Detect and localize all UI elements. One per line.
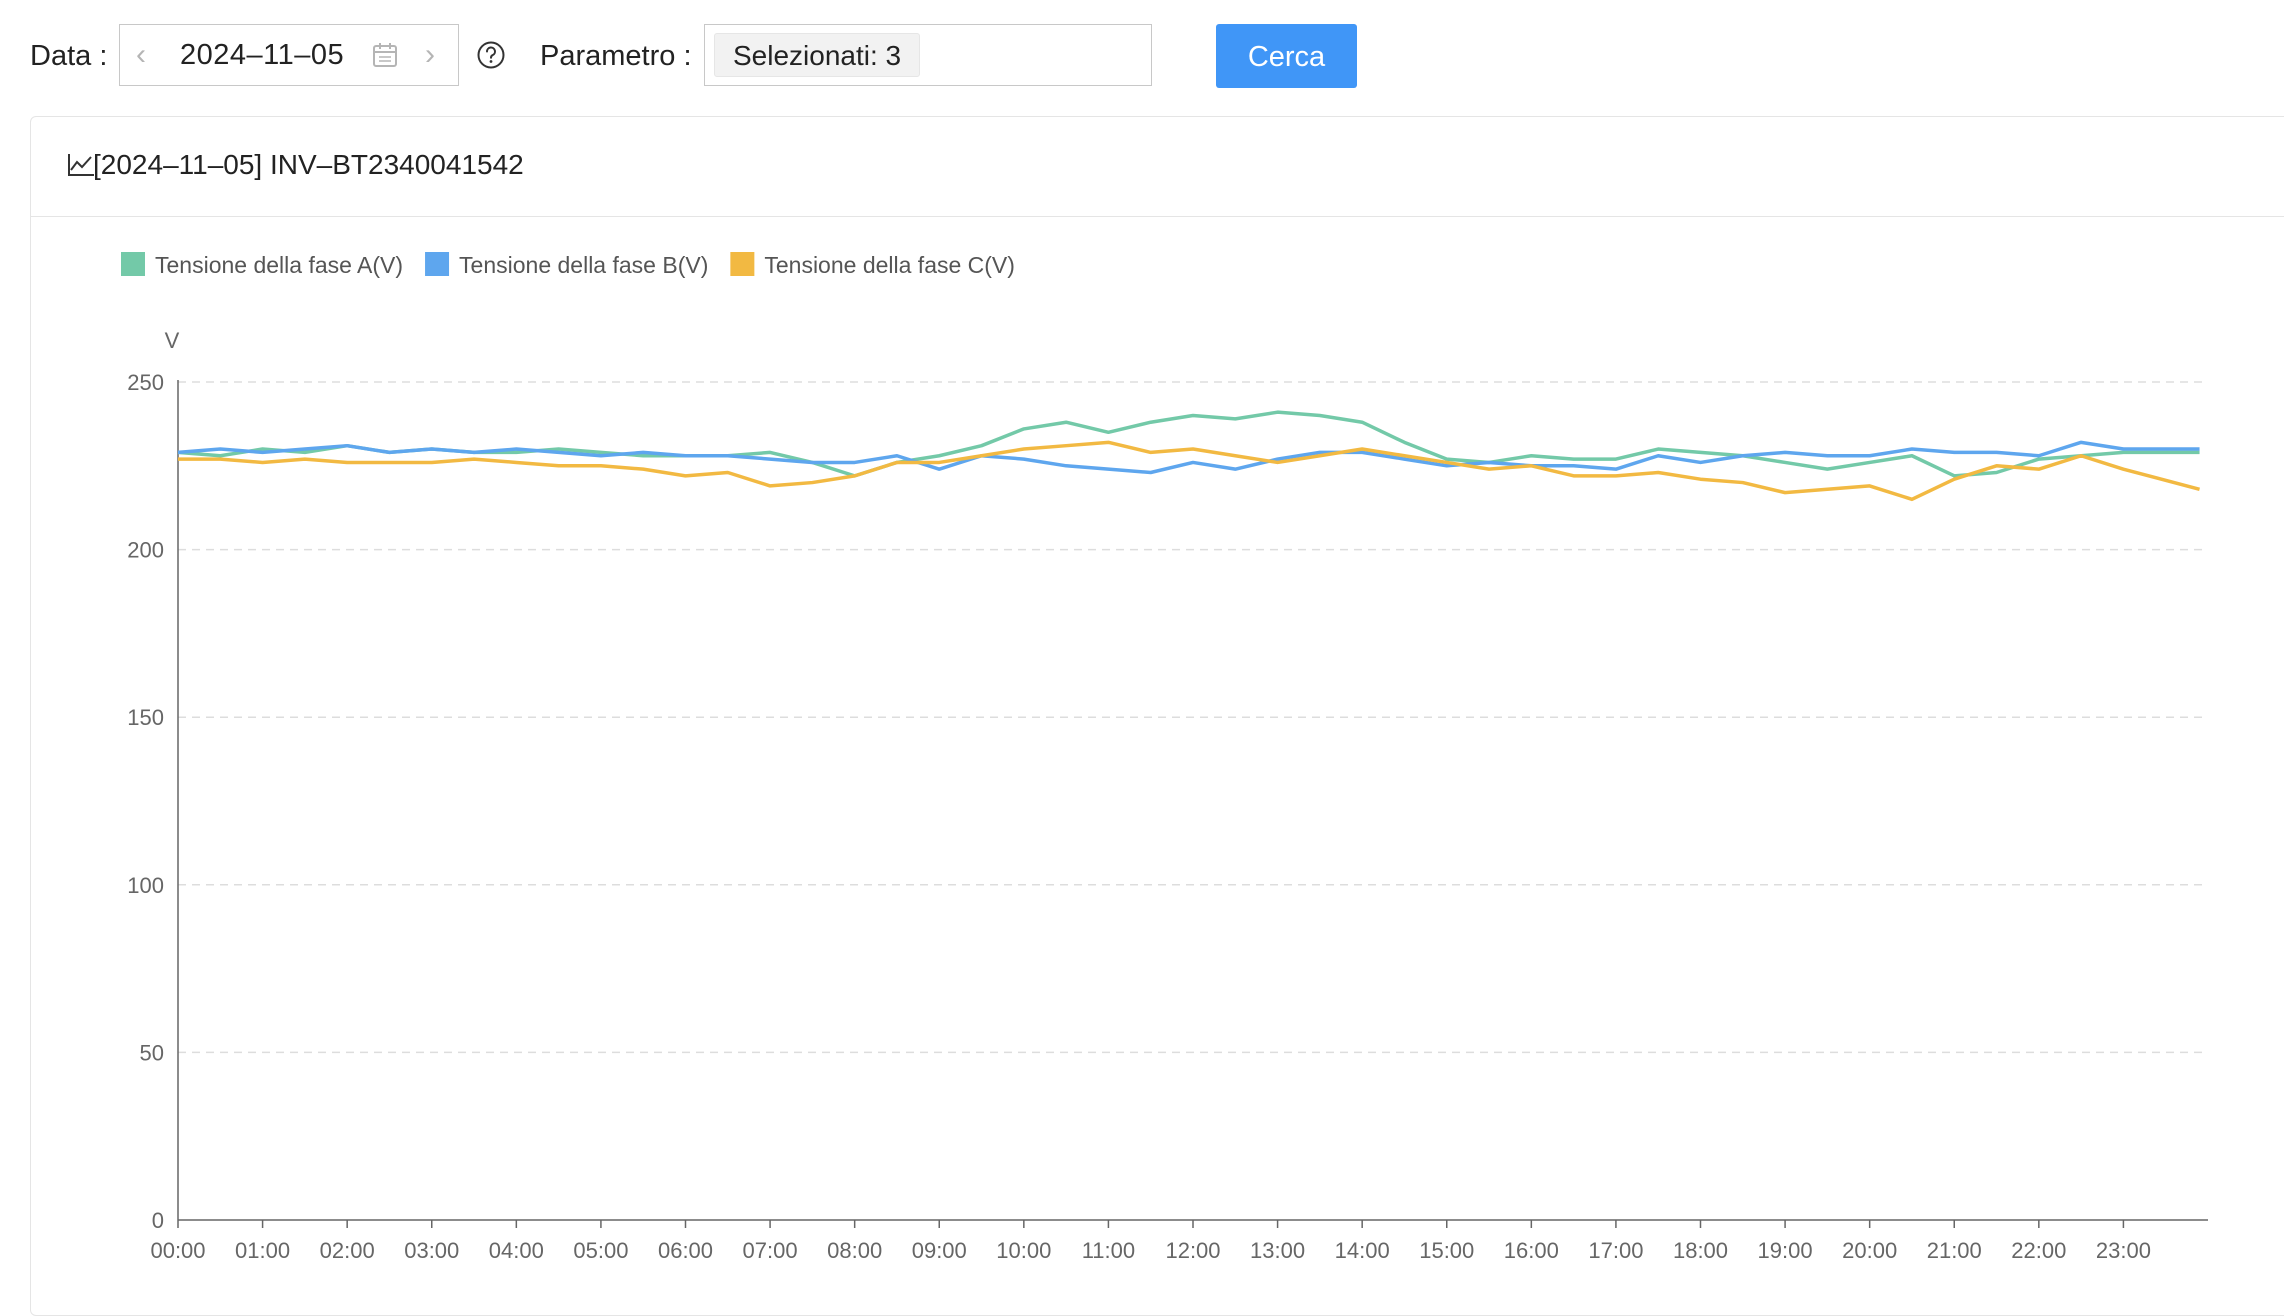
line-chart-icon (68, 154, 94, 176)
y-tick-label: 0 (152, 1208, 164, 1233)
chevron-left-icon[interactable]: ‹ (136, 38, 146, 71)
x-tick-label: 14:00 (1335, 1238, 1390, 1263)
x-tick-label: 22:00 (2011, 1238, 2066, 1263)
x-tick-label: 07:00 (743, 1238, 798, 1263)
x-tick-label: 10:00 (996, 1238, 1051, 1263)
toolbar: Data : ‹ 2024–11–05 › Parametro : Selezi… (0, 0, 2284, 112)
chevron-right-icon[interactable]: › (425, 38, 435, 71)
date-value[interactable]: 2024–11–05 (180, 39, 345, 71)
x-tick-label: 20:00 (1842, 1238, 1897, 1263)
x-tick-label: 18:00 (1673, 1238, 1728, 1263)
legend-swatch (425, 252, 450, 276)
series-line-b (177, 440, 2200, 475)
y-tick-label: 50 (140, 1040, 164, 1065)
legend-swatch (730, 252, 755, 276)
x-tick-label: 17:00 (1588, 1238, 1643, 1263)
param-select[interactable]: Selezionati: 3 (704, 24, 1152, 86)
y-tick-label: 150 (127, 705, 164, 730)
x-tick-label: 02:00 (320, 1238, 375, 1263)
x-tick-label: 19:00 (1758, 1238, 1813, 1263)
x-tick-label: 06:00 (658, 1238, 713, 1263)
legend-label: Tensione della fase C(V) (764, 252, 1015, 278)
x-tick-label: 08:00 (827, 1238, 882, 1263)
x-tick-label: 11:00 (1082, 1238, 1135, 1263)
x-tick-label: 00:00 (150, 1238, 205, 1263)
param-selected-tag[interactable]: Selezionati: 3 (714, 33, 921, 77)
x-tick-label: 12:00 (1165, 1238, 1220, 1263)
y-axis-label: V (165, 328, 180, 353)
x-tick-label: 15:00 (1419, 1238, 1474, 1263)
x-tick-label: 09:00 (912, 1238, 967, 1263)
x-tick-label: 05:00 (573, 1238, 628, 1263)
panel-header: [2024–11–05] INV–BT2340041542 (31, 117, 2284, 217)
legend-label: Tensione della fase A(V) (155, 252, 403, 278)
date-label: Data : (30, 40, 108, 72)
x-tick-label: 16:00 (1504, 1238, 1559, 1263)
search-button[interactable]: Cerca (1216, 24, 1357, 88)
y-tick-label: 100 (127, 873, 164, 898)
y-tick-label: 200 (127, 538, 164, 563)
series-line-a (177, 410, 2200, 478)
x-tick-label: 21:00 (1927, 1238, 1982, 1263)
chart-panel: [2024–11–05] INV–BT2340041542 (30, 116, 2284, 1316)
x-tick-label: 13:00 (1250, 1238, 1305, 1263)
x-tick-label: 03:00 (404, 1238, 459, 1263)
series-line-c (178, 440, 2200, 502)
legend-label: Tensione della fase B(V) (459, 252, 708, 278)
help-icon[interactable] (476, 40, 506, 70)
panel-title: [2024–11–05] INV–BT2340041542 (93, 149, 524, 180)
x-tick-label: 04:00 (489, 1238, 544, 1263)
y-tick-label: 250 (127, 370, 164, 395)
legend-swatch (121, 252, 145, 276)
param-label: Parametro : (540, 40, 692, 72)
x-tick-label: 23:00 (2096, 1238, 2151, 1263)
date-picker[interactable]: ‹ 2024–11–05 › (119, 24, 459, 86)
calendar-icon[interactable] (372, 42, 398, 68)
x-tick-label: 01:00 (235, 1238, 290, 1263)
